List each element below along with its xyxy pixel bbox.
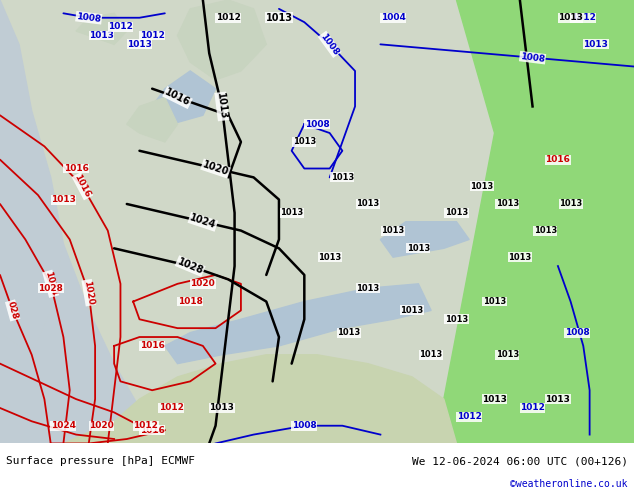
Text: 028: 028: [6, 300, 20, 320]
Text: 1013: 1013: [318, 253, 341, 262]
Text: 1012: 1012: [158, 403, 184, 413]
Text: 1013: 1013: [445, 315, 468, 324]
Text: 1013: 1013: [127, 40, 152, 49]
Text: 1013: 1013: [583, 40, 609, 49]
Text: 1018: 1018: [178, 297, 203, 306]
Text: 1013: 1013: [558, 13, 583, 22]
Text: ©weatheronline.co.uk: ©weatheronline.co.uk: [510, 479, 628, 490]
Text: 1013: 1013: [545, 394, 571, 404]
Text: 1016: 1016: [139, 426, 165, 435]
Text: 1024: 1024: [43, 270, 58, 297]
Text: 1013: 1013: [356, 284, 379, 293]
Text: 1020: 1020: [89, 421, 114, 430]
Text: 1013: 1013: [266, 13, 292, 23]
Text: 1013: 1013: [482, 394, 507, 404]
Text: 1008: 1008: [76, 12, 101, 24]
Text: 1013: 1013: [508, 253, 531, 262]
Text: 1008: 1008: [520, 51, 545, 64]
Text: 1013: 1013: [216, 93, 228, 121]
Text: 1013: 1013: [51, 195, 76, 204]
Text: 1028: 1028: [38, 284, 63, 293]
Polygon shape: [0, 0, 63, 355]
Text: 1013: 1013: [356, 199, 379, 208]
Text: 1012: 1012: [133, 421, 158, 430]
Text: 1016: 1016: [63, 164, 89, 173]
Text: 1013: 1013: [559, 199, 582, 208]
Text: 1013: 1013: [382, 226, 404, 235]
Text: 1004: 1004: [380, 13, 406, 22]
Text: 1016: 1016: [139, 342, 165, 350]
Text: 1013: 1013: [470, 182, 493, 191]
Text: 1013: 1013: [331, 173, 354, 182]
Text: 1012: 1012: [571, 13, 596, 22]
Text: 1013: 1013: [483, 297, 506, 306]
Text: 1016: 1016: [545, 155, 571, 164]
Text: 1013: 1013: [89, 31, 114, 40]
Text: 1013: 1013: [293, 137, 316, 147]
Polygon shape: [444, 0, 634, 443]
Text: 1013: 1013: [407, 244, 430, 253]
Text: 1020: 1020: [190, 279, 216, 288]
Text: 1012: 1012: [139, 31, 165, 40]
Polygon shape: [178, 0, 266, 80]
Text: 1024: 1024: [51, 421, 76, 430]
Text: 1013: 1013: [534, 226, 557, 235]
Text: 1013: 1013: [496, 199, 519, 208]
Text: 1013: 1013: [209, 403, 235, 413]
Text: 1013: 1013: [496, 350, 519, 359]
Text: 1016: 1016: [73, 173, 92, 199]
Polygon shape: [76, 13, 127, 44]
Text: 1020: 1020: [201, 160, 230, 177]
Text: 1012: 1012: [216, 13, 241, 22]
Text: 1008: 1008: [564, 328, 590, 337]
Polygon shape: [0, 244, 139, 443]
Text: Surface pressure [hPa] ECMWF: Surface pressure [hPa] ECMWF: [6, 456, 195, 466]
Text: 1013: 1013: [401, 306, 424, 315]
Text: 1024: 1024: [188, 213, 217, 231]
Text: We 12-06-2024 06:00 UTC (00+126): We 12-06-2024 06:00 UTC (00+126): [411, 456, 628, 466]
Polygon shape: [63, 355, 456, 443]
Text: 1008: 1008: [304, 120, 330, 129]
Text: 1012: 1012: [456, 413, 482, 421]
Polygon shape: [380, 221, 469, 257]
Text: 1012: 1012: [520, 403, 545, 413]
Polygon shape: [165, 284, 431, 364]
Text: 1008: 1008: [319, 32, 340, 57]
Polygon shape: [127, 98, 178, 142]
Text: 1016: 1016: [163, 87, 192, 108]
Text: 1013: 1013: [445, 208, 468, 218]
Polygon shape: [152, 71, 216, 124]
Text: 1012: 1012: [108, 22, 133, 31]
Text: 1013: 1013: [420, 350, 443, 359]
Text: 1020: 1020: [82, 280, 95, 306]
Text: 1028: 1028: [176, 256, 205, 276]
Text: 1008: 1008: [292, 421, 317, 430]
Text: 1013: 1013: [337, 328, 360, 337]
Text: 1013: 1013: [280, 208, 303, 218]
